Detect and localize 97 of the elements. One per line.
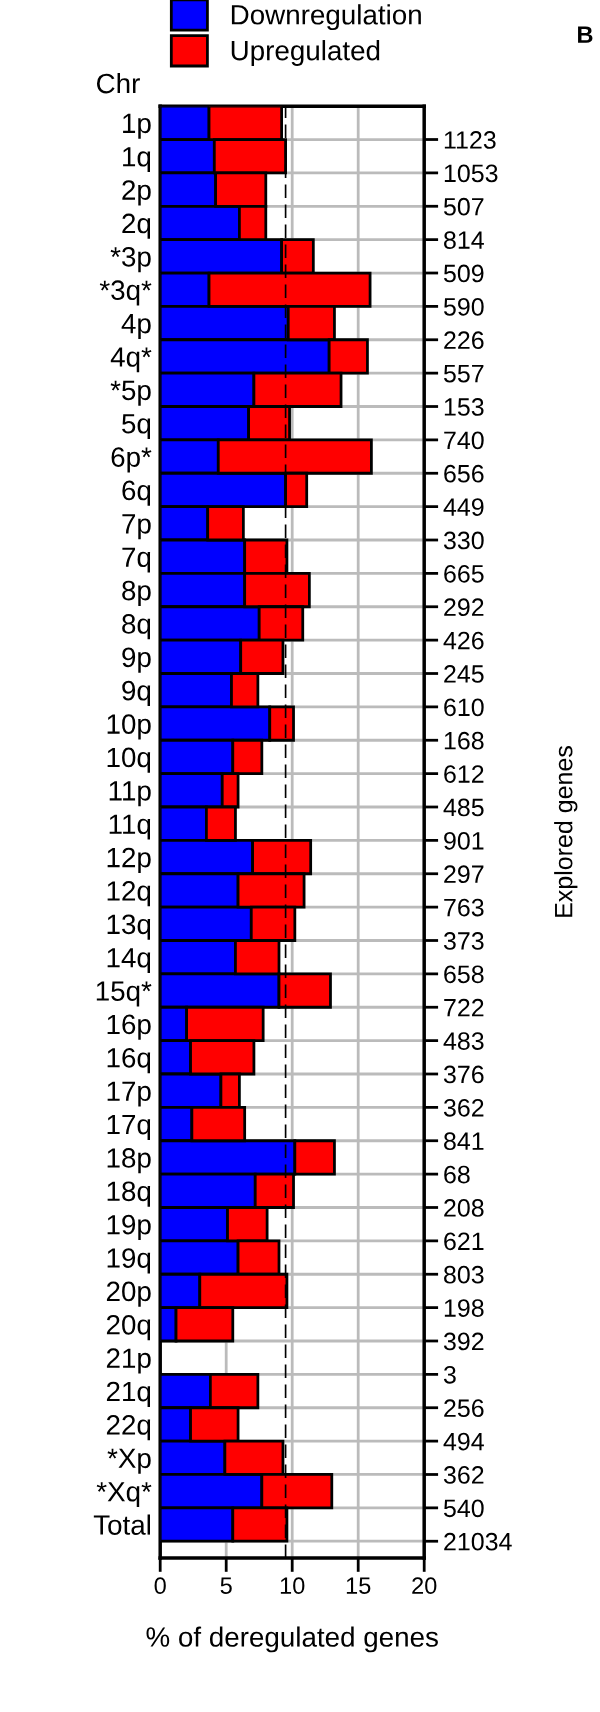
y2-tick-label: 509 bbox=[443, 264, 484, 283]
x-tick-label: 20 bbox=[412, 1577, 437, 1595]
y2-tick-label: 330 bbox=[443, 531, 484, 550]
y2-tick-label: 362 bbox=[443, 1098, 484, 1117]
x-tick-label: 0 bbox=[154, 1577, 166, 1595]
legend-label: Downregulation bbox=[231, 4, 421, 31]
y-tick-label: 18p bbox=[107, 1148, 151, 1174]
x-tick-label: 5 bbox=[220, 1577, 232, 1595]
y-tick-label: *Xq* bbox=[96, 1482, 152, 1507]
y2-tick-label: 373 bbox=[443, 932, 484, 950]
y-tick-label: 9q bbox=[122, 680, 151, 707]
y-tick-label: 2q bbox=[122, 213, 151, 239]
legend-label: Upregulated bbox=[231, 40, 380, 66]
y-tick-label: 7p bbox=[122, 514, 151, 540]
y-tick-label: *Xp bbox=[107, 1448, 151, 1474]
y2-tick-label: 208 bbox=[444, 1199, 484, 1217]
y2-tick-label: 722 bbox=[444, 998, 484, 1017]
y-tick-label: 16q bbox=[107, 1047, 151, 1074]
y-tick-label: 19p bbox=[107, 1214, 151, 1241]
y2-tick-label: 68 bbox=[444, 1165, 470, 1184]
y-tick-label: 17q bbox=[107, 1115, 151, 1140]
y2-tick-label: 485 bbox=[443, 798, 484, 817]
y2-tick-label: 226 bbox=[444, 331, 484, 350]
y-tick-label: *5p bbox=[110, 380, 151, 406]
y2-tick-label: 621 bbox=[444, 1232, 484, 1251]
y2-tick-label: 658 bbox=[444, 965, 484, 984]
y2-tick-label: 392 bbox=[443, 1332, 484, 1351]
y-tick-label: 10q bbox=[107, 747, 151, 773]
y-tick-label: 6q bbox=[122, 480, 151, 506]
y2-tick-label: 507 bbox=[443, 197, 484, 216]
y2-tick-label: 803 bbox=[444, 1265, 484, 1284]
y2-tick-label: 483 bbox=[443, 1032, 484, 1050]
y2-tick-label: 901 bbox=[444, 831, 484, 850]
y-tick-label: 22q bbox=[106, 1415, 151, 1441]
y2-tick-label: 841 bbox=[444, 1132, 484, 1151]
y-tick-label: 12p bbox=[107, 847, 151, 873]
x-axis-title: % of deregulated genes bbox=[146, 1626, 438, 1653]
y2-tick-label: 292 bbox=[444, 598, 484, 617]
text: B bbox=[578, 26, 593, 43]
y-tick-label: 16p bbox=[107, 1014, 151, 1040]
y-tick-label: 11q bbox=[109, 814, 151, 840]
y2-tick-label: 245 bbox=[444, 665, 484, 683]
y-tick-label: 19q bbox=[107, 1248, 151, 1274]
y-tick-label: 4p bbox=[121, 314, 151, 339]
y-axis-title: Chr bbox=[96, 72, 140, 94]
y2-tick-label: 168 bbox=[444, 731, 484, 750]
y2-tick-label: 557 bbox=[443, 365, 484, 383]
y-tick-label: *3q* bbox=[99, 280, 152, 306]
y-tick-label: 8p bbox=[122, 580, 151, 606]
y-tick-label: 12q bbox=[107, 881, 151, 907]
y2-tick-label: 1053 bbox=[444, 164, 498, 183]
y2-tick-label: 153 bbox=[444, 398, 484, 416]
y-tick-label: 20q bbox=[106, 1314, 151, 1341]
y2-tick-label: 665 bbox=[444, 564, 484, 583]
y2-tick-label: 256 bbox=[444, 1399, 484, 1418]
y2-tick-label: 297 bbox=[444, 865, 484, 884]
y-tick-label: 4q* bbox=[110, 347, 152, 373]
y2-tick-label: 21034 bbox=[444, 1532, 512, 1551]
y-tick-label: 21p bbox=[106, 1348, 151, 1374]
y-tick-label: 14q bbox=[107, 948, 151, 974]
y-tick-label: 10p bbox=[107, 714, 151, 740]
y-tick-label: 20p bbox=[106, 1281, 151, 1307]
y2-tick-label: 362 bbox=[443, 1466, 484, 1484]
y-tick-label: *3p bbox=[110, 247, 151, 273]
y-tick-label: 8q bbox=[122, 614, 151, 640]
x-tick-label: 10 bbox=[280, 1577, 305, 1595]
y-tick-label: Total bbox=[93, 1514, 151, 1535]
y2-tick-label: 610 bbox=[444, 698, 484, 717]
y2-tick-label: 1123 bbox=[444, 131, 496, 149]
y-tick-label: 15q* bbox=[96, 981, 152, 1007]
y-tick-label: 13q bbox=[107, 914, 151, 940]
y-tick-label: 5q bbox=[122, 414, 151, 440]
y2-axis-title: Explored genes bbox=[554, 746, 578, 917]
y2-tick-label: 814 bbox=[444, 231, 484, 249]
y2-tick-label: 198 bbox=[444, 1299, 484, 1317]
y-tick-label: 9p bbox=[122, 647, 151, 673]
y-tick-label: 18q bbox=[107, 1181, 151, 1207]
y2-tick-label: 3 bbox=[443, 1365, 456, 1384]
y2-tick-label: 540 bbox=[443, 1499, 484, 1518]
y2-tick-label: 763 bbox=[444, 898, 484, 917]
y-tick-label: 11p bbox=[109, 781, 151, 807]
y2-tick-label: 494 bbox=[443, 1432, 484, 1451]
y-tick-label: 1p bbox=[123, 113, 151, 139]
x-tick-label: 15 bbox=[346, 1577, 371, 1595]
y2-tick-label: 612 bbox=[444, 765, 484, 783]
y-tick-label: 2p bbox=[122, 180, 151, 206]
y-tick-label: 6p* bbox=[111, 447, 152, 473]
y2-tick-label: 426 bbox=[443, 631, 484, 650]
y-tick-label: 21q bbox=[106, 1381, 151, 1407]
y2-tick-label: 656 bbox=[444, 464, 484, 483]
y2-tick-label: 590 bbox=[443, 297, 484, 316]
y-tick-label: 1q bbox=[123, 147, 151, 173]
y2-tick-label: 740 bbox=[444, 431, 484, 450]
y-tick-label: 17p bbox=[107, 1081, 151, 1107]
y2-tick-label: 449 bbox=[443, 498, 484, 516]
y2-tick-label: 376 bbox=[443, 1065, 484, 1084]
y-tick-label: 7q bbox=[122, 547, 151, 573]
